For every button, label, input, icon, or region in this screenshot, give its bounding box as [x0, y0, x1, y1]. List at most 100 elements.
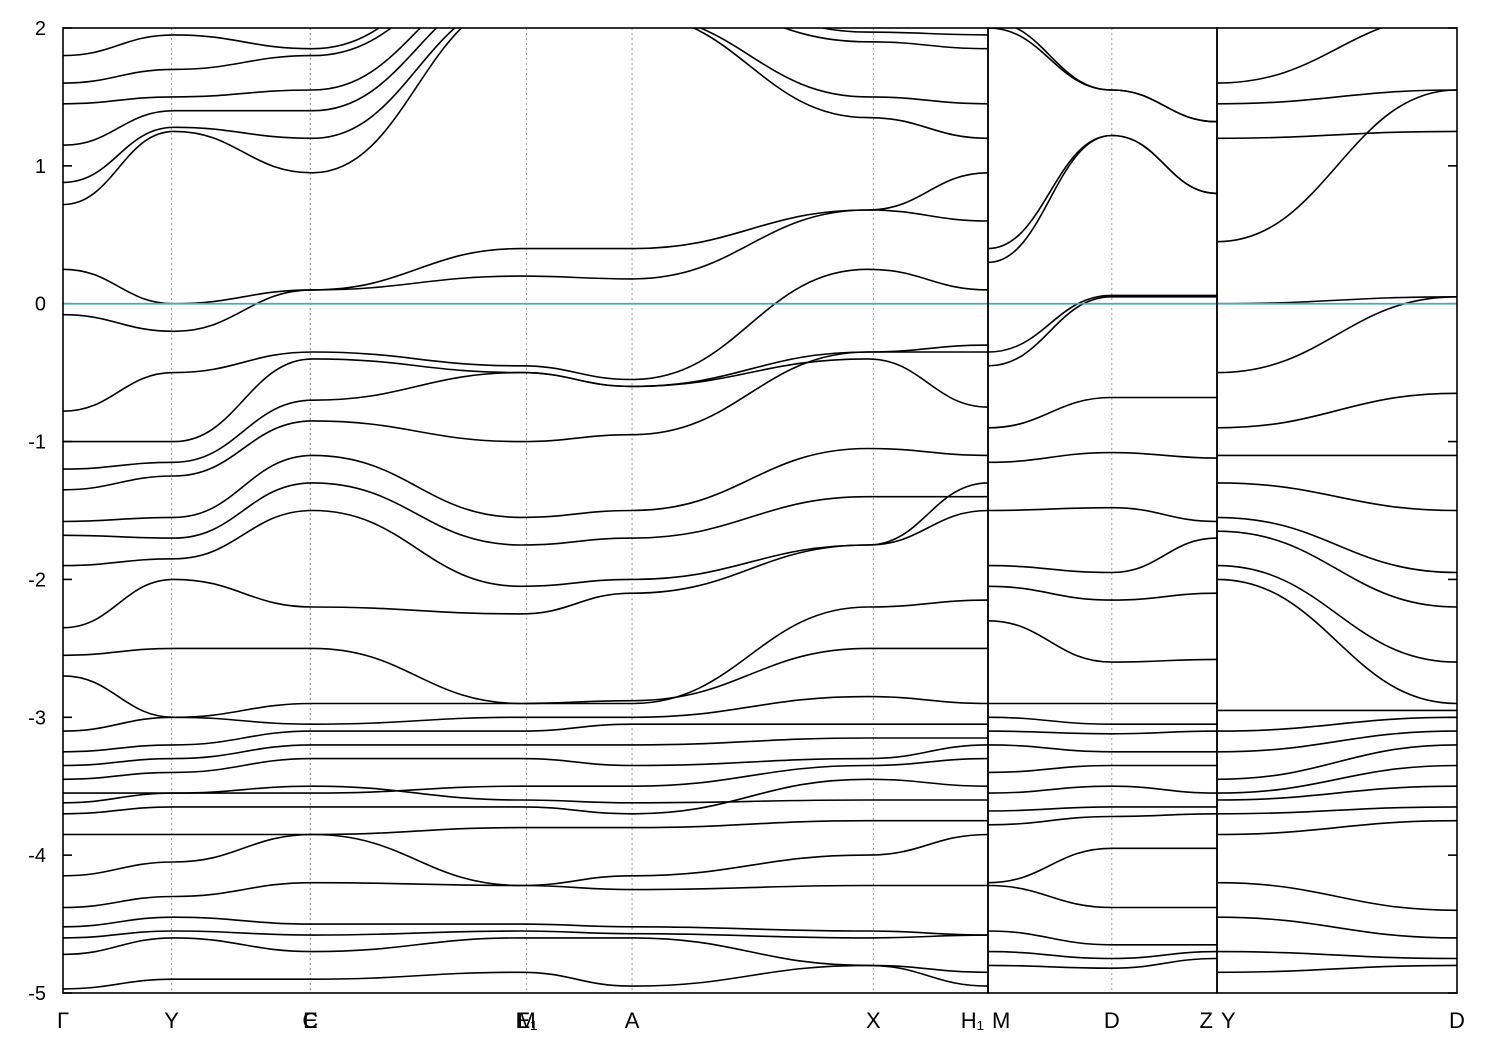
energy-band: [1217, 785, 1457, 801]
k-point-label: H₁: [961, 1008, 984, 1033]
energy-band: [988, 785, 1217, 794]
energy-band: [988, 396, 1217, 429]
energy-band: [63, 344, 988, 491]
k-point-label: Y: [1221, 1008, 1236, 1033]
energy-band: [63, 737, 988, 767]
energy-band: [988, 506, 1217, 523]
energy-band: [988, 806, 1217, 812]
panel-frame: [62, 27, 989, 994]
k-point-labels: Γ Y CE ME₁ A X H₁ M D Z Y D: [57, 1008, 1465, 1033]
k-point-label: M: [517, 1008, 535, 1033]
energy-band: [63, 964, 988, 990]
energy-band: [1217, 916, 1457, 939]
energy-band: [988, 744, 1217, 753]
energy-band: [63, 778, 988, 815]
energy-band: [988, 451, 1217, 464]
energy-band: [1217, 89, 1457, 243]
energy-band: [1217, 564, 1457, 663]
y-tick-label: 0: [35, 294, 46, 316]
energy-band: [988, 813, 1217, 826]
energy-band: [988, 847, 1217, 884]
k-point-label: X: [866, 1008, 881, 1033]
y-tick-label: -2: [28, 569, 46, 591]
energy-band: [1217, 764, 1457, 794]
y-tick-label: 1: [35, 156, 46, 178]
energy-band: [988, 716, 1217, 726]
energy-band: [63, 785, 988, 804]
energy-band: [988, 730, 1217, 735]
bands: [1217, 28, 1457, 974]
energy-band: [63, 916, 988, 936]
energy-band: [63, 744, 988, 781]
energy-band: [1217, 730, 1457, 753]
energy-band: [1217, 744, 1457, 781]
energy-band: [63, 937, 988, 987]
energy-band: [988, 884, 1217, 909]
k-point-label: Y: [164, 1008, 179, 1033]
energy-band: [988, 134, 1217, 250]
energy-band: [1217, 296, 1457, 374]
bands: [63, 28, 988, 990]
band-panel-2: [987, 27, 1218, 994]
bands: [988, 28, 1217, 969]
energy-band: [63, 819, 988, 836]
energy-band: [63, 647, 988, 719]
energy-band: [988, 294, 1217, 353]
k-point-label: C: [302, 1008, 318, 1033]
k-point-label: D: [1104, 1008, 1120, 1033]
energy-band: [1217, 964, 1457, 974]
energy-band: [63, 757, 988, 794]
energy-band: [63, 930, 988, 939]
k-point-label: D: [1449, 1008, 1465, 1033]
y-tick-label: -1: [28, 432, 46, 454]
energy-band: [63, 695, 988, 732]
energy-band: [988, 950, 1217, 960]
energy-band: [1014, 28, 1217, 123]
energy-band: [63, 28, 381, 57]
k-point-label: M: [992, 1008, 1010, 1033]
k-point-label: Z: [1200, 1008, 1213, 1033]
k-point-label: E₁: [515, 1008, 537, 1033]
energy-band: [63, 358, 988, 470]
energy-band: [1217, 482, 1457, 512]
energy-band: [988, 957, 1217, 969]
energy-band: [63, 268, 988, 412]
energy-band: [1217, 819, 1457, 836]
band-panel-1: [62, 27, 989, 994]
energy-band: [63, 447, 988, 523]
energy-band: [63, 28, 988, 146]
energy-band: [63, 509, 988, 629]
energy-band: [1217, 881, 1457, 912]
k-point-label: Γ: [57, 1008, 69, 1033]
energy-band: [988, 28, 1217, 123]
segments-layer: [62, 27, 1458, 994]
energy-band: [988, 585, 1217, 601]
energy-band: [1217, 130, 1457, 140]
energy-band: [1217, 578, 1457, 705]
energy-band: [63, 723, 988, 753]
energy-band: [63, 351, 988, 443]
energy-band: [1217, 392, 1457, 429]
energy-band: [988, 930, 1217, 946]
y-tick-label: -5: [28, 983, 46, 1005]
energy-band: [63, 881, 988, 909]
y-tick-label: -4: [28, 845, 46, 867]
energy-band: [63, 482, 988, 546]
energy-band: [1217, 806, 1457, 815]
y-tick-label: 2: [35, 18, 46, 40]
energy-band: [63, 28, 988, 105]
energy-band: [1217, 28, 1384, 84]
k-point-label: E: [303, 1008, 318, 1033]
energy-band: [63, 28, 393, 84]
energy-band: [988, 620, 1217, 663]
energy-band: [988, 134, 1217, 264]
energy-band: [63, 482, 988, 588]
energy-band: [63, 28, 988, 206]
energy-band: [63, 599, 988, 705]
y-tick-label: -3: [28, 707, 46, 729]
panel-frame: [1216, 27, 1458, 994]
energy-band: [1217, 89, 1457, 105]
energy-band: [63, 172, 988, 305]
energy-band: [988, 537, 1217, 574]
